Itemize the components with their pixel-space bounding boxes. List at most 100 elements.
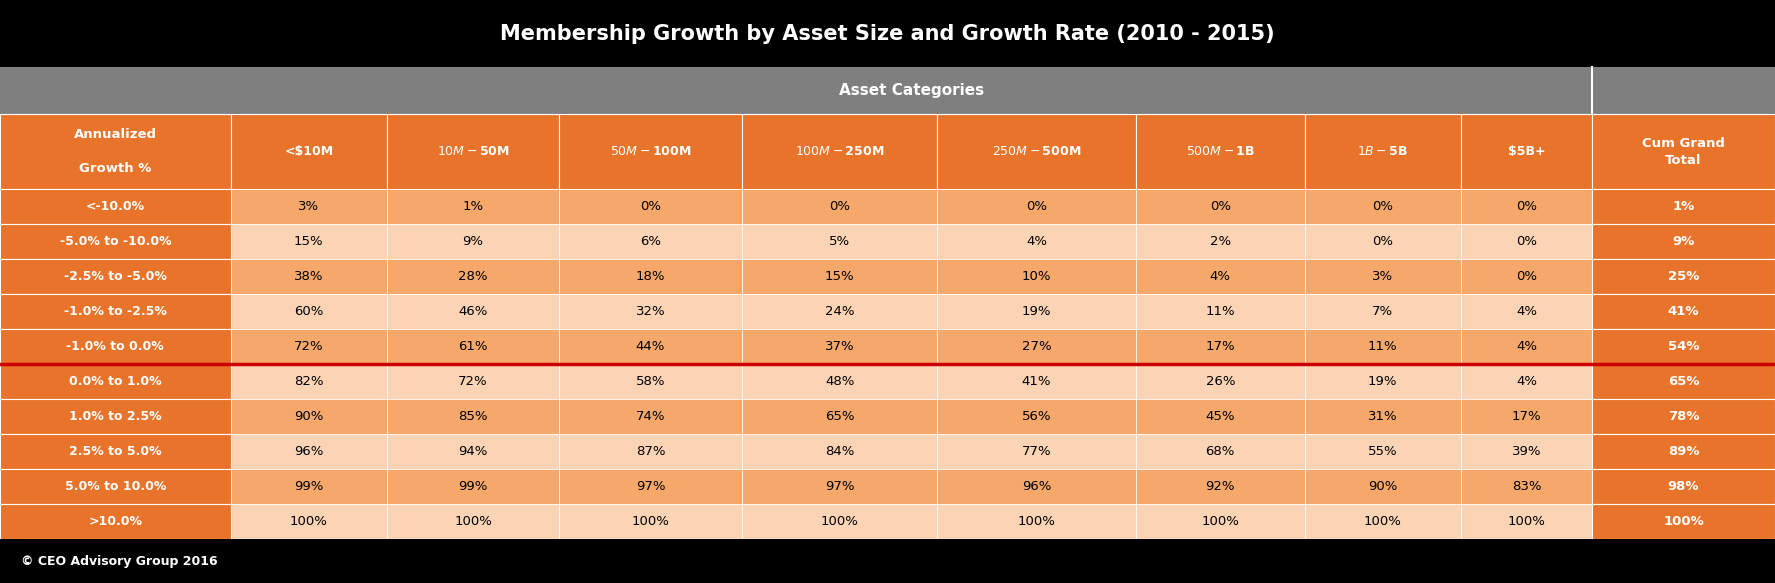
Bar (0, 504, 231, 539)
Text: 31%: 31% (1369, 410, 1397, 423)
Text: 45%: 45% (1205, 410, 1235, 423)
Text: -2.5% to -5.0%: -2.5% to -5.0% (64, 271, 167, 283)
Bar (559, 259, 742, 294)
Bar (937, 329, 1136, 364)
Bar (0, 114, 231, 189)
Bar (1592, 329, 1775, 364)
Bar (742, 364, 937, 399)
Bar (742, 329, 937, 364)
Text: 6%: 6% (641, 236, 660, 248)
Text: $10M-$50M: $10M-$50M (437, 145, 509, 158)
Bar (1592, 224, 1775, 259)
Bar (559, 294, 742, 329)
Text: 32%: 32% (635, 305, 666, 318)
Text: 100%: 100% (454, 515, 492, 528)
Text: 4%: 4% (1211, 271, 1230, 283)
Bar (1305, 434, 1461, 469)
Bar (1592, 364, 1775, 399)
Text: 24%: 24% (825, 305, 854, 318)
Bar (387, 294, 559, 329)
Text: 19%: 19% (1369, 375, 1397, 388)
Text: 72%: 72% (295, 340, 323, 353)
Text: 82%: 82% (295, 375, 323, 388)
Bar (937, 189, 1136, 224)
Bar (937, 469, 1136, 504)
Bar (0, 0, 1775, 67)
Text: 77%: 77% (1022, 445, 1051, 458)
Text: 83%: 83% (1512, 480, 1541, 493)
Bar (937, 504, 1136, 539)
Text: 4%: 4% (1516, 375, 1537, 388)
Text: 0%: 0% (1372, 236, 1393, 248)
Bar (0, 539, 1775, 583)
Bar (1136, 189, 1305, 224)
Text: 9%: 9% (1672, 236, 1695, 248)
Text: 100%: 100% (1202, 515, 1239, 528)
Text: 92%: 92% (1205, 480, 1235, 493)
Text: 96%: 96% (295, 445, 323, 458)
Bar (742, 224, 937, 259)
Text: 97%: 97% (635, 480, 666, 493)
Bar (387, 114, 559, 189)
Text: 15%: 15% (295, 236, 323, 248)
Text: 100%: 100% (1507, 515, 1546, 528)
Bar (559, 189, 742, 224)
Bar (1461, 434, 1592, 469)
Text: 9%: 9% (463, 236, 483, 248)
Bar (1305, 329, 1461, 364)
Bar (937, 224, 1136, 259)
Text: 60%: 60% (295, 305, 323, 318)
Text: 72%: 72% (458, 375, 488, 388)
Text: 44%: 44% (635, 340, 666, 353)
Text: 87%: 87% (635, 445, 666, 458)
Text: 2%: 2% (1211, 236, 1230, 248)
Text: 48%: 48% (825, 375, 854, 388)
Text: 100%: 100% (1363, 515, 1402, 528)
Bar (0, 224, 231, 259)
Text: 0%: 0% (1372, 201, 1393, 213)
Bar (387, 364, 559, 399)
Text: 94%: 94% (458, 445, 488, 458)
Text: $50M-$100M: $50M-$100M (611, 145, 690, 158)
Bar (1461, 294, 1592, 329)
Bar (1461, 329, 1592, 364)
Bar (1461, 259, 1592, 294)
Bar (1305, 114, 1461, 189)
Text: 26%: 26% (1205, 375, 1235, 388)
Text: 100%: 100% (632, 515, 669, 528)
Bar (1592, 504, 1775, 539)
Text: 37%: 37% (825, 340, 854, 353)
Bar (742, 259, 937, 294)
Bar (937, 399, 1136, 434)
Text: 4%: 4% (1026, 236, 1047, 248)
Bar (1461, 189, 1592, 224)
Bar (0, 399, 231, 434)
Bar (742, 294, 937, 329)
Text: 0%: 0% (1516, 236, 1537, 248)
Bar (1305, 224, 1461, 259)
Bar (231, 504, 387, 539)
Bar (742, 469, 937, 504)
Text: 100%: 100% (820, 515, 859, 528)
Text: 68%: 68% (1205, 445, 1235, 458)
Bar (387, 469, 559, 504)
Text: 3%: 3% (1372, 271, 1393, 283)
Text: 58%: 58% (635, 375, 666, 388)
Bar (1592, 469, 1775, 504)
Bar (1136, 504, 1305, 539)
Text: 3%: 3% (298, 201, 320, 213)
Bar (0, 189, 231, 224)
Bar (1461, 399, 1592, 434)
Bar (387, 224, 559, 259)
Bar (559, 399, 742, 434)
Text: 78%: 78% (1668, 410, 1699, 423)
Bar (1592, 399, 1775, 434)
Bar (937, 114, 1136, 189)
Bar (1461, 364, 1592, 399)
Text: 18%: 18% (635, 271, 666, 283)
Text: 17%: 17% (1205, 340, 1235, 353)
Text: 46%: 46% (458, 305, 488, 318)
Bar (1136, 364, 1305, 399)
Text: Cum Grand
Total: Cum Grand Total (1642, 136, 1725, 167)
Text: 65%: 65% (825, 410, 854, 423)
